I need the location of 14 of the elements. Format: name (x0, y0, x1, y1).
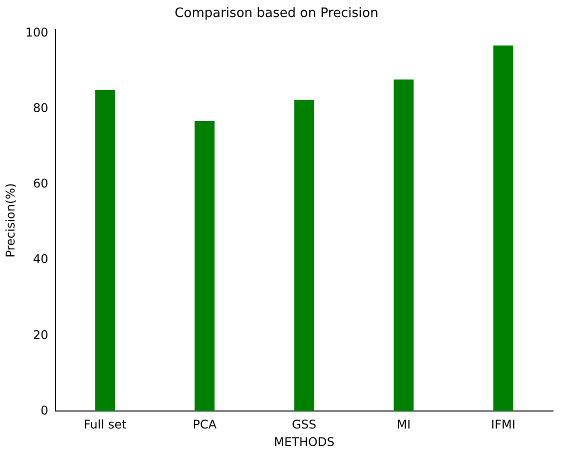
x-tick-label: IFMI (491, 418, 516, 432)
x-tick-label: GSS (292, 418, 316, 432)
y-tick-label: 0 (40, 403, 48, 418)
y-tick-label: 80 (33, 101, 48, 116)
y-tick-label: 40 (33, 252, 48, 266)
x-tick-label: MI (396, 418, 411, 432)
x-tick-label: Full set (84, 418, 127, 432)
x-axis-title: METHODS (274, 434, 334, 449)
x-tick-label: PCA (192, 418, 218, 432)
y-tick-label: 100 (25, 26, 48, 40)
y-tick-label: 20 (33, 328, 48, 342)
chart-title: Comparison based on Precision (174, 6, 378, 22)
y-axis-title: Precision(%) (3, 183, 18, 258)
y-tick-label: 60 (33, 176, 48, 191)
